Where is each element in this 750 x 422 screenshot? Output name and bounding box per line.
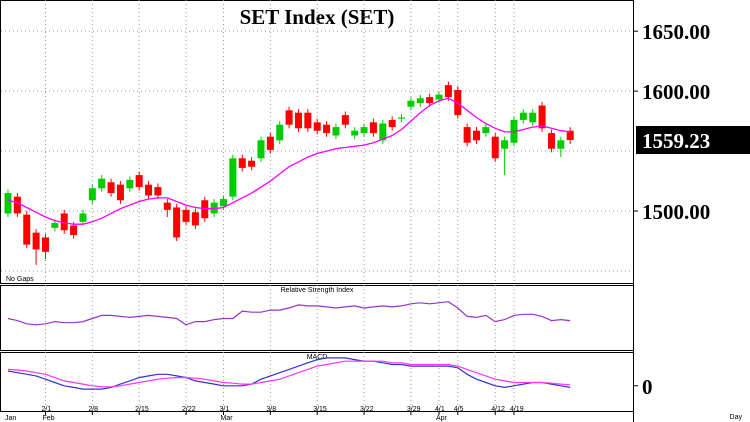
y-tick-label: 0 (642, 375, 653, 399)
indicator-line (7, 301, 571, 326)
candle-body (32, 232, 40, 250)
x-tick-label: 4/5 (454, 406, 464, 413)
candle-body (107, 182, 115, 194)
candle-body (341, 115, 349, 125)
month-label: Jan (5, 415, 16, 422)
candle-body (351, 130, 359, 136)
candle-body (238, 158, 246, 168)
candle-body (257, 140, 265, 159)
candle-body (79, 213, 87, 222)
x-tick-label: 3/15 (313, 406, 327, 413)
candle-body (519, 112, 527, 120)
candle-body (435, 94, 443, 100)
candle-body (323, 124, 331, 134)
candle-body (407, 100, 415, 107)
candle-body (501, 140, 509, 149)
x-tick-label: 4/12 (491, 406, 505, 413)
candle-body (388, 119, 396, 128)
candle-body (529, 112, 537, 123)
candle-body (70, 225, 78, 236)
candle-body (398, 117, 406, 119)
candle-body (126, 179, 134, 189)
candle-body (266, 136, 274, 150)
candle-body (304, 112, 312, 129)
candle-body (191, 212, 199, 226)
x-tick-label: 2/15 (135, 406, 149, 413)
x-tick-label: 2/1 (41, 406, 51, 413)
x-tick-label: 3/29 (407, 406, 421, 413)
month-label: Feb (42, 415, 54, 422)
candle-body (163, 202, 171, 210)
candle-body (51, 223, 59, 228)
candle-body (60, 213, 68, 231)
candle-body (491, 136, 499, 159)
x-tick-label: 2/22 (182, 406, 196, 413)
candle-body (182, 209, 190, 222)
moving-average (7, 97, 571, 225)
y-tick-label: 1650.00 (642, 20, 710, 44)
y-tick-label: 1500.00 (642, 200, 710, 224)
rsi-title: Relative Strength Index (281, 287, 354, 294)
candle-body (426, 97, 434, 104)
candle-body (294, 112, 302, 129)
candle-body (41, 237, 49, 252)
month-label: Apr (436, 415, 448, 422)
x-tick-label: 4/19 (510, 406, 524, 413)
x-axis-label: Day (730, 414, 743, 421)
indicator-line (7, 357, 571, 390)
candle-body (4, 193, 12, 214)
candle-body (145, 184, 153, 196)
candle-body (538, 105, 546, 129)
candle-body (369, 122, 377, 134)
candle-body (379, 123, 387, 141)
candle-body (360, 127, 368, 134)
x-tick-label: 2/8 (88, 406, 98, 413)
x-tick-label: 3/1 (220, 406, 230, 413)
candle-body (482, 127, 490, 134)
candle-body (276, 124, 284, 141)
candle-body (135, 175, 143, 188)
gap-note: No Gaps (6, 276, 34, 283)
candle-body (557, 140, 565, 149)
indicator-line (7, 360, 571, 388)
candle-body (220, 199, 228, 207)
candle-body (116, 184, 124, 201)
candle-body (229, 158, 237, 197)
candle-body (463, 127, 471, 143)
candle-body (416, 98, 424, 104)
month-label: Mar (221, 415, 234, 422)
x-tick-label: 3/8 (266, 406, 276, 413)
candle-body (285, 110, 293, 125)
x-tick-label: 3/22 (360, 406, 374, 413)
last-value-box (636, 126, 750, 155)
macd-title: MACD (307, 354, 328, 361)
candle-body (332, 127, 340, 136)
candle-body (154, 187, 162, 196)
candle-body (13, 196, 21, 214)
x-tick-label: 4/1 (435, 406, 445, 413)
candle-body (98, 178, 106, 189)
candle-body (473, 130, 480, 141)
candle-body (566, 130, 574, 141)
candle-body (547, 133, 555, 149)
candle-body (173, 207, 181, 238)
y-tick-label: 1600.00 (642, 80, 710, 104)
candle-body (313, 122, 321, 131)
candle-body (23, 214, 31, 245)
candle-body (444, 85, 452, 98)
candle-body (88, 188, 96, 201)
last-value: 1559.23 (642, 129, 710, 153)
candle-body (248, 160, 256, 167)
